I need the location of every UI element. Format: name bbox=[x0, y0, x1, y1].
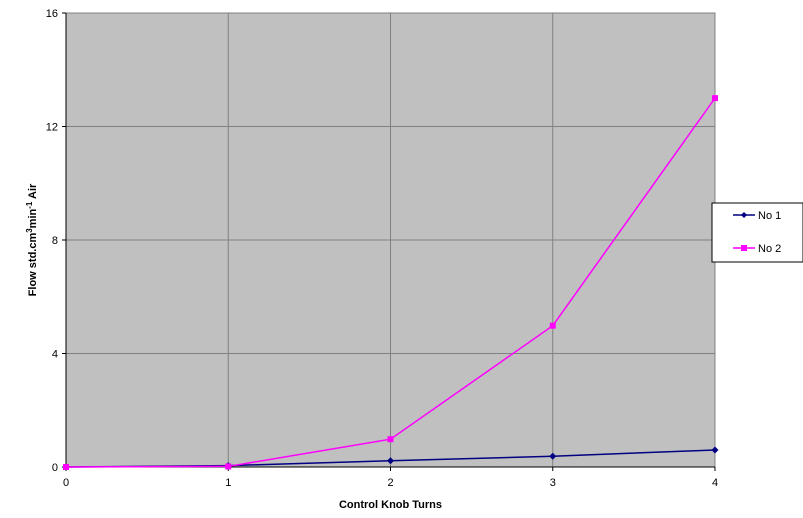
legend-box bbox=[711, 202, 803, 263]
y-axis-title-end: Air bbox=[27, 183, 39, 202]
y-axis-title-mid: min bbox=[27, 208, 39, 228]
data-point-no1 bbox=[387, 457, 394, 465]
legend-no1-diamond-marker bbox=[741, 212, 747, 218]
data-point-no1 bbox=[711, 446, 719, 454]
data-point-no2 bbox=[712, 95, 718, 102]
legend-no2-label: No 2 bbox=[758, 243, 781, 255]
data-point-no2 bbox=[387, 436, 394, 443]
y-tick-label: 8 bbox=[52, 235, 58, 247]
y-axis-title-main: Flow std.cm bbox=[27, 233, 39, 297]
y-axis-title-sup-2: -1 bbox=[25, 201, 34, 209]
x-tick-label: 4 bbox=[712, 477, 718, 489]
y-tick-label: 0 bbox=[52, 462, 58, 474]
legend: No 1 No 2 bbox=[711, 202, 803, 263]
legend-no2-square-marker bbox=[741, 245, 747, 251]
series-layer bbox=[62, 95, 719, 471]
y-tick-label: 12 bbox=[46, 122, 58, 134]
y-axis-title: Flow std.cm3min-1 Air bbox=[25, 183, 40, 296]
data-point-no2 bbox=[225, 463, 232, 470]
x-tick-label: 2 bbox=[387, 477, 393, 489]
x-tick-label: 3 bbox=[550, 477, 556, 489]
x-axis-title: Control Knob Turns bbox=[339, 499, 442, 511]
x-tick-label: 0 bbox=[63, 477, 69, 489]
data-point-no1 bbox=[549, 452, 557, 460]
x-tick-label: 1 bbox=[225, 477, 231, 489]
data-point-no2 bbox=[549, 322, 556, 329]
legend-no1-label: No 1 bbox=[758, 210, 781, 222]
y-tick-label: 16 bbox=[46, 8, 58, 20]
data-point-no2 bbox=[63, 464, 69, 470]
y-axis-title-sup-1: 3 bbox=[25, 228, 34, 233]
y-tick-label: 4 bbox=[52, 349, 58, 361]
grid-layer bbox=[66, 13, 715, 467]
